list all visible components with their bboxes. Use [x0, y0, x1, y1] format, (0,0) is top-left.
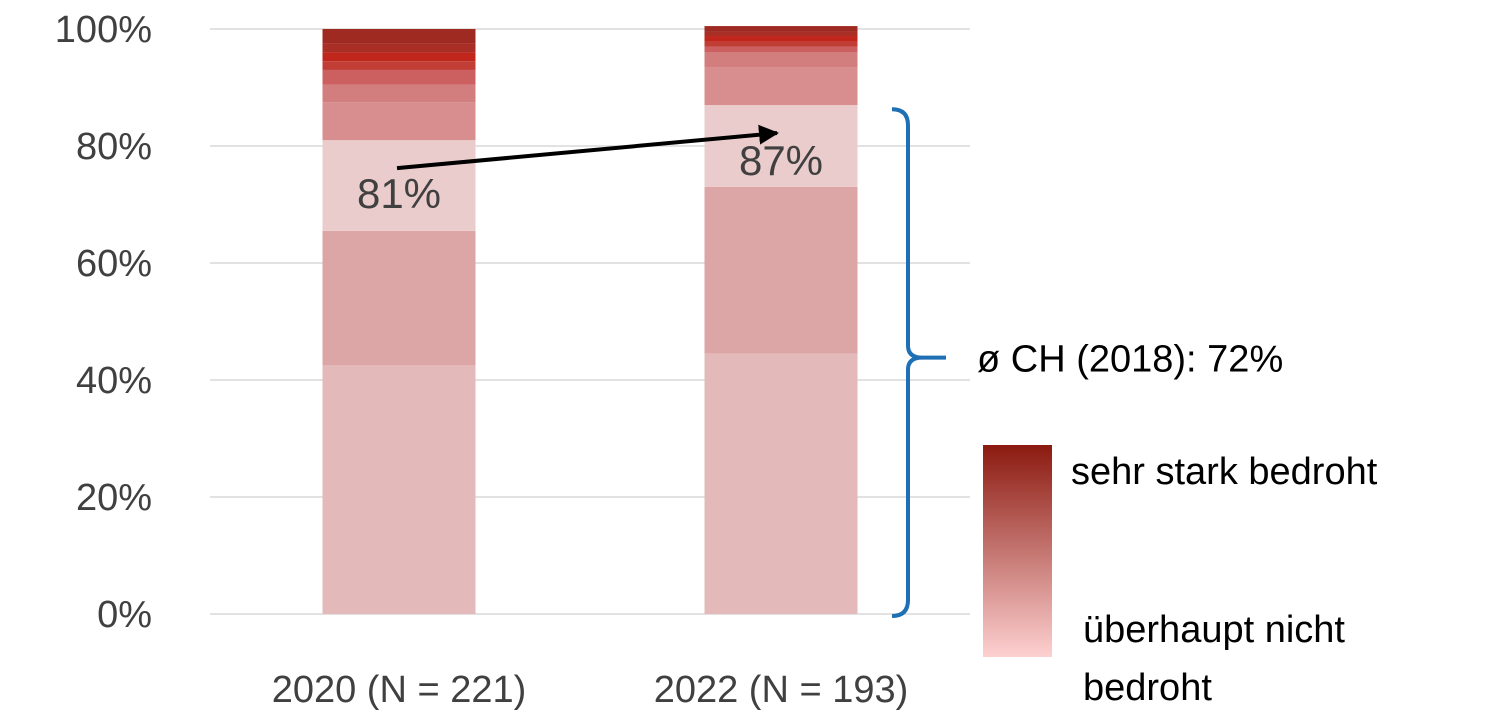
legend-gradient-swatch [983, 445, 1052, 657]
bar-segment [704, 67, 858, 106]
x-category-label: 2022 (N = 193) [654, 669, 909, 711]
bar-segment [322, 84, 476, 103]
bar-segment [322, 61, 476, 70]
bars [322, 26, 858, 614]
bar-segment [322, 29, 476, 44]
bar-segment [704, 105, 858, 187]
legend: sehr stark bedroht überhaupt nicht bedro… [983, 445, 1378, 709]
bracket-label: ø CH (2018): 72% [977, 339, 1283, 381]
y-tick-label: 0% [97, 594, 152, 636]
bar-2 [704, 26, 858, 614]
bar-percent-label: 81% [357, 170, 441, 217]
x-axis-category-labels: 2020 (N = 221) 2022 (N = 193) [272, 669, 909, 711]
annotations: 81% 87% ø CH (2018): 72% [357, 107, 1283, 618]
bar-percent-label: 87% [739, 137, 823, 184]
y-tick-label: 40% [76, 360, 152, 402]
bar-segment [322, 69, 476, 85]
bar-segment [322, 140, 476, 231]
y-tick-label: 60% [76, 243, 152, 285]
bar-segment [704, 186, 858, 354]
bar-segment [322, 102, 476, 141]
legend-bottom-label-line2: bedroht [1083, 667, 1212, 709]
bar-1 [322, 29, 476, 614]
legend-bottom-label-line1: überhaupt nicht [1083, 609, 1345, 651]
y-tick-label: 80% [76, 126, 152, 168]
bar-segment [704, 353, 858, 614]
bar-segment [704, 52, 858, 68]
bar-segment [704, 41, 858, 47]
bar-segment [704, 26, 858, 32]
y-axis-tick-labels: 0% 20% 40% 60% 80% 100% [55, 9, 152, 636]
bar-segment [704, 46, 858, 53]
y-tick-label: 20% [76, 477, 152, 519]
trend-arrow [396, 124, 779, 171]
bar-segment [322, 230, 476, 366]
bar-segment [322, 52, 476, 62]
y-tick-label: 100% [55, 9, 152, 51]
curly-bracket [891, 107, 946, 618]
bar-segment [704, 36, 858, 42]
x-category-label: 2020 (N = 221) [272, 669, 527, 711]
bar-segment [704, 31, 858, 37]
legend-top-label: sehr stark bedroht [1071, 451, 1378, 493]
bar-segment [322, 365, 476, 614]
bar-segment [322, 43, 476, 53]
